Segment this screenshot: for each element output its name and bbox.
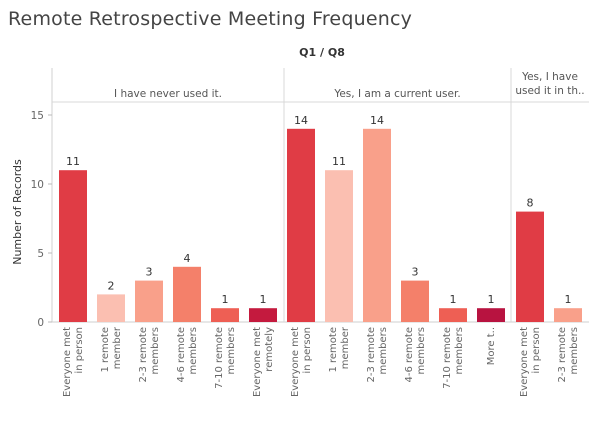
x-tick-label: 4-6 remote xyxy=(176,327,187,383)
bar[interactable] xyxy=(97,294,125,322)
bar-value-label: 14 xyxy=(370,114,384,127)
x-tick-label: members xyxy=(416,327,427,374)
y-tick-label: 10 xyxy=(31,179,44,191)
bar-value-label: 11 xyxy=(66,155,80,168)
x-tick-label: Everyone met xyxy=(62,327,73,397)
x-tick-label: 7-10 remote xyxy=(214,327,225,389)
bar-value-label: 4 xyxy=(184,252,191,265)
x-tick-label: members xyxy=(378,327,389,374)
bar[interactable] xyxy=(363,128,391,322)
bar[interactable] xyxy=(211,308,239,322)
bar-value-label: 8 xyxy=(527,197,534,210)
bar[interactable] xyxy=(173,266,201,322)
x-tick-label: 2-3 remote xyxy=(138,327,149,383)
x-tick-label: members xyxy=(454,327,465,374)
bar[interactable] xyxy=(516,211,544,322)
bar-value-label: 1 xyxy=(260,293,267,306)
panel-header-label: Yes, I have xyxy=(521,71,578,83)
bar[interactable] xyxy=(135,280,163,322)
x-tick-label: members xyxy=(188,327,199,374)
y-axis-label: Number of Records xyxy=(11,159,24,265)
bar[interactable] xyxy=(477,308,505,322)
x-tick-label: Everyone met xyxy=(252,327,263,397)
panel-header-label: I have never used it. xyxy=(114,88,222,100)
x-tick-label: members xyxy=(150,327,161,374)
bar-value-label: 3 xyxy=(412,266,419,279)
bar[interactable] xyxy=(439,308,467,322)
bar-value-label: 1 xyxy=(450,293,457,306)
chart-title: Remote Retrospective Meeting Frequency xyxy=(8,8,413,30)
x-tick-label: remotely xyxy=(264,327,275,372)
bar-value-label: 1 xyxy=(488,293,495,306)
panel-header-label: used it in th.. xyxy=(515,85,584,97)
bar-value-label: 1 xyxy=(565,293,572,306)
x-tick-label: members xyxy=(569,327,580,374)
x-tick-label: member xyxy=(340,326,351,369)
bar[interactable] xyxy=(401,280,429,322)
x-tick-label: More t.. xyxy=(486,327,497,365)
x-tick-label: 4-6 remote xyxy=(404,327,415,383)
bar-value-label: 11 xyxy=(332,155,346,168)
x-tick-label: in person xyxy=(74,327,85,374)
x-tick-label: 2-3 remote xyxy=(557,327,568,383)
bar-value-label: 1 xyxy=(222,293,229,306)
bar[interactable] xyxy=(554,308,582,322)
y-tick-label: 5 xyxy=(37,248,44,260)
x-tick-label: in person xyxy=(302,327,313,374)
y-tick-label: 15 xyxy=(31,110,44,122)
bar[interactable] xyxy=(59,170,87,322)
x-tick-label: members xyxy=(226,327,237,374)
x-tick-label: 1 remote xyxy=(100,327,111,373)
bar-value-label: 2 xyxy=(108,279,115,292)
y-tick-label: 0 xyxy=(37,317,44,329)
x-tick-label: Everyone met xyxy=(290,327,301,397)
bar[interactable] xyxy=(287,128,315,322)
x-tick-label: in person xyxy=(531,327,542,374)
x-tick-label: 1 remote xyxy=(328,327,339,373)
panel-header-label: Yes, I am a current user. xyxy=(333,88,460,100)
bar-value-label: 14 xyxy=(294,114,308,127)
x-tick-label: 2-3 remote xyxy=(366,327,377,383)
x-tick-label: 7-10 remote xyxy=(442,327,453,389)
x-tick-label: Everyone met xyxy=(519,327,530,397)
x-tick-label: member xyxy=(112,326,123,369)
bar[interactable] xyxy=(249,308,277,322)
bar[interactable] xyxy=(325,170,353,322)
bar-value-label: 3 xyxy=(146,266,153,279)
column-header: Q1 / Q8 xyxy=(299,46,345,59)
